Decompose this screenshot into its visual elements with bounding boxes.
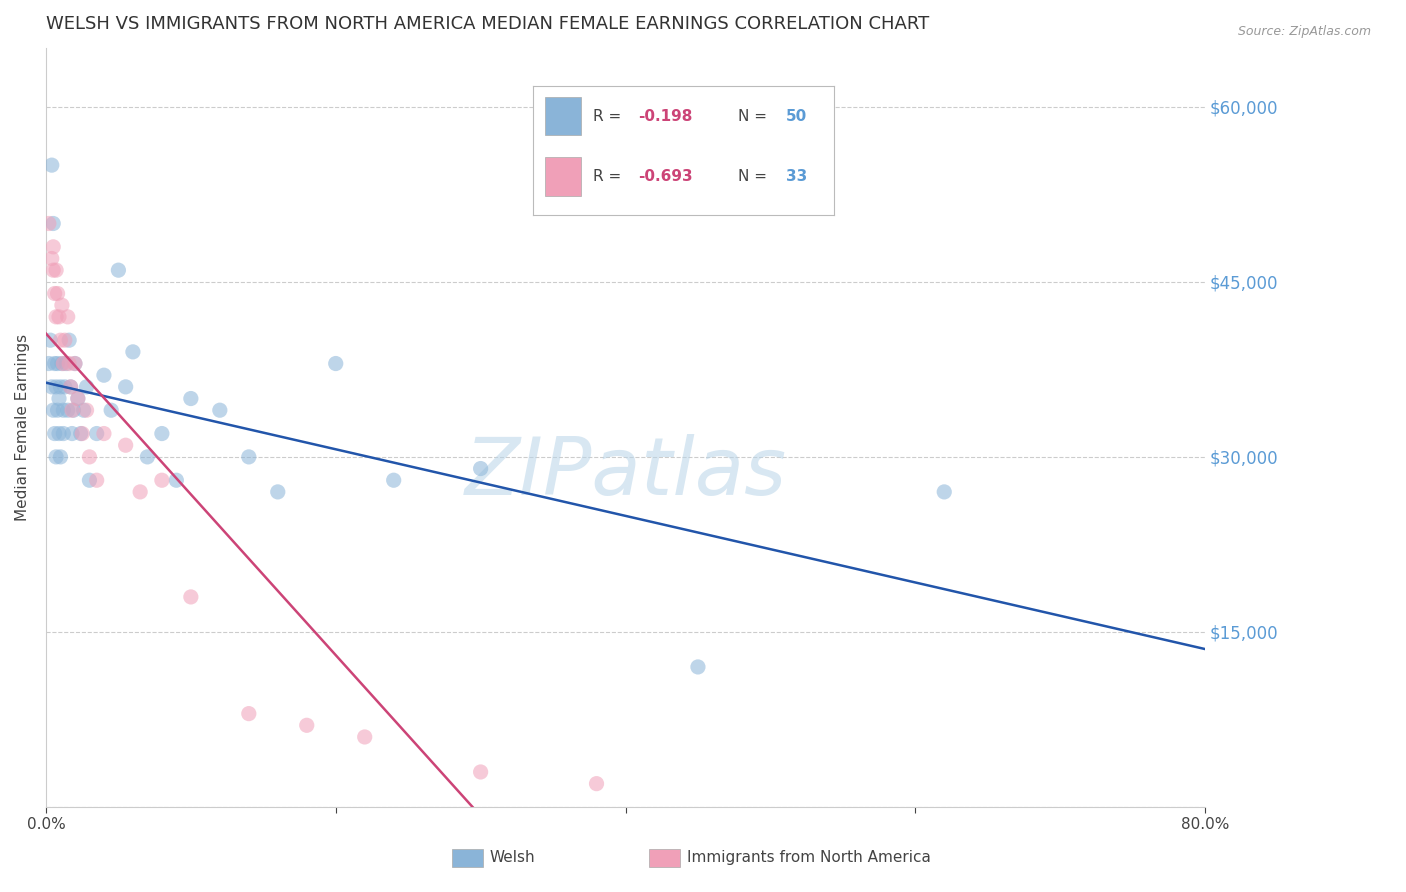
Point: [79, 450, 101, 464]
Point: [934, 484, 956, 499]
Text: N =: N =: [738, 169, 772, 184]
Point: [48, 310, 70, 324]
Point: [70, 426, 93, 441]
Point: [114, 380, 136, 394]
Point: [72, 403, 94, 417]
Point: [86, 426, 108, 441]
Point: [58, 357, 80, 371]
Point: [51, 298, 73, 312]
Text: R =: R =: [593, 169, 626, 184]
Point: [60, 403, 83, 417]
Point: [165, 473, 187, 487]
Point: [470, 461, 492, 475]
Point: [42, 240, 65, 254]
Point: [76, 380, 98, 394]
Point: [238, 706, 260, 721]
Point: [45, 380, 67, 394]
Text: -0.198: -0.198: [638, 109, 693, 123]
Point: [52, 357, 75, 371]
Point: [46, 357, 69, 371]
Point: [93, 426, 115, 441]
Point: [55, 357, 77, 371]
Point: [53, 333, 76, 347]
Point: [53, 380, 76, 394]
Point: [59, 380, 82, 394]
Point: [44, 426, 66, 441]
Point: [60, 426, 83, 441]
FancyBboxPatch shape: [546, 157, 581, 196]
Point: [295, 718, 318, 732]
Point: [150, 426, 173, 441]
Point: [38, 217, 60, 231]
Point: [49, 333, 72, 347]
Point: [38, 357, 60, 371]
Point: [150, 473, 173, 487]
Point: [267, 484, 290, 499]
Text: WELSH VS IMMIGRANTS FROM NORTH AMERICA MEDIAN FEMALE EARNINGS CORRELATION CHART: WELSH VS IMMIGRANTS FROM NORTH AMERICA M…: [46, 15, 929, 33]
Point: [49, 380, 72, 394]
Text: 50: 50: [786, 109, 807, 123]
Point: [45, 310, 67, 324]
Point: [42, 403, 65, 417]
Point: [44, 286, 66, 301]
Point: [39, 333, 62, 347]
Point: [41, 380, 63, 394]
Point: [42, 263, 65, 277]
Point: [46, 403, 69, 417]
Text: -0.693: -0.693: [638, 169, 693, 184]
Point: [56, 403, 79, 417]
Point: [62, 403, 84, 417]
Point: [52, 426, 75, 441]
Text: ZIPatlas: ZIPatlas: [464, 434, 786, 512]
Point: [52, 403, 75, 417]
Point: [238, 450, 260, 464]
Point: [45, 263, 67, 277]
Text: Immigrants from North America: Immigrants from North America: [686, 850, 931, 865]
Point: [66, 392, 89, 406]
Point: [107, 263, 129, 277]
Point: [325, 357, 347, 371]
Text: R =: R =: [593, 109, 626, 123]
Point: [86, 473, 108, 487]
Point: [470, 764, 492, 779]
Text: Welsh: Welsh: [489, 850, 536, 865]
FancyBboxPatch shape: [546, 96, 581, 136]
Point: [63, 357, 86, 371]
Text: Source: ZipAtlas.com: Source: ZipAtlas.com: [1237, 25, 1371, 38]
Point: [51, 357, 73, 371]
Point: [382, 473, 405, 487]
Point: [63, 357, 86, 371]
Point: [180, 392, 202, 406]
Point: [69, 426, 91, 441]
Point: [41, 158, 63, 172]
Point: [122, 344, 145, 359]
Point: [585, 777, 607, 791]
Point: [66, 392, 89, 406]
Text: N =: N =: [738, 109, 772, 123]
Point: [59, 380, 82, 394]
Point: [44, 357, 66, 371]
Point: [79, 473, 101, 487]
Text: 33: 33: [786, 169, 807, 184]
Point: [353, 730, 375, 744]
Point: [48, 392, 70, 406]
Point: [45, 450, 67, 464]
Point: [49, 450, 72, 464]
Point: [48, 426, 70, 441]
Point: [180, 590, 202, 604]
Point: [686, 660, 709, 674]
Point: [136, 450, 159, 464]
Point: [46, 286, 69, 301]
Point: [42, 217, 65, 231]
Point: [114, 438, 136, 452]
Point: [58, 333, 80, 347]
Y-axis label: Median Female Earnings: Median Female Earnings: [15, 334, 30, 521]
Point: [93, 368, 115, 383]
Point: [100, 403, 122, 417]
Point: [76, 403, 98, 417]
Point: [41, 252, 63, 266]
Point: [208, 403, 231, 417]
Point: [56, 310, 79, 324]
Point: [129, 484, 152, 499]
